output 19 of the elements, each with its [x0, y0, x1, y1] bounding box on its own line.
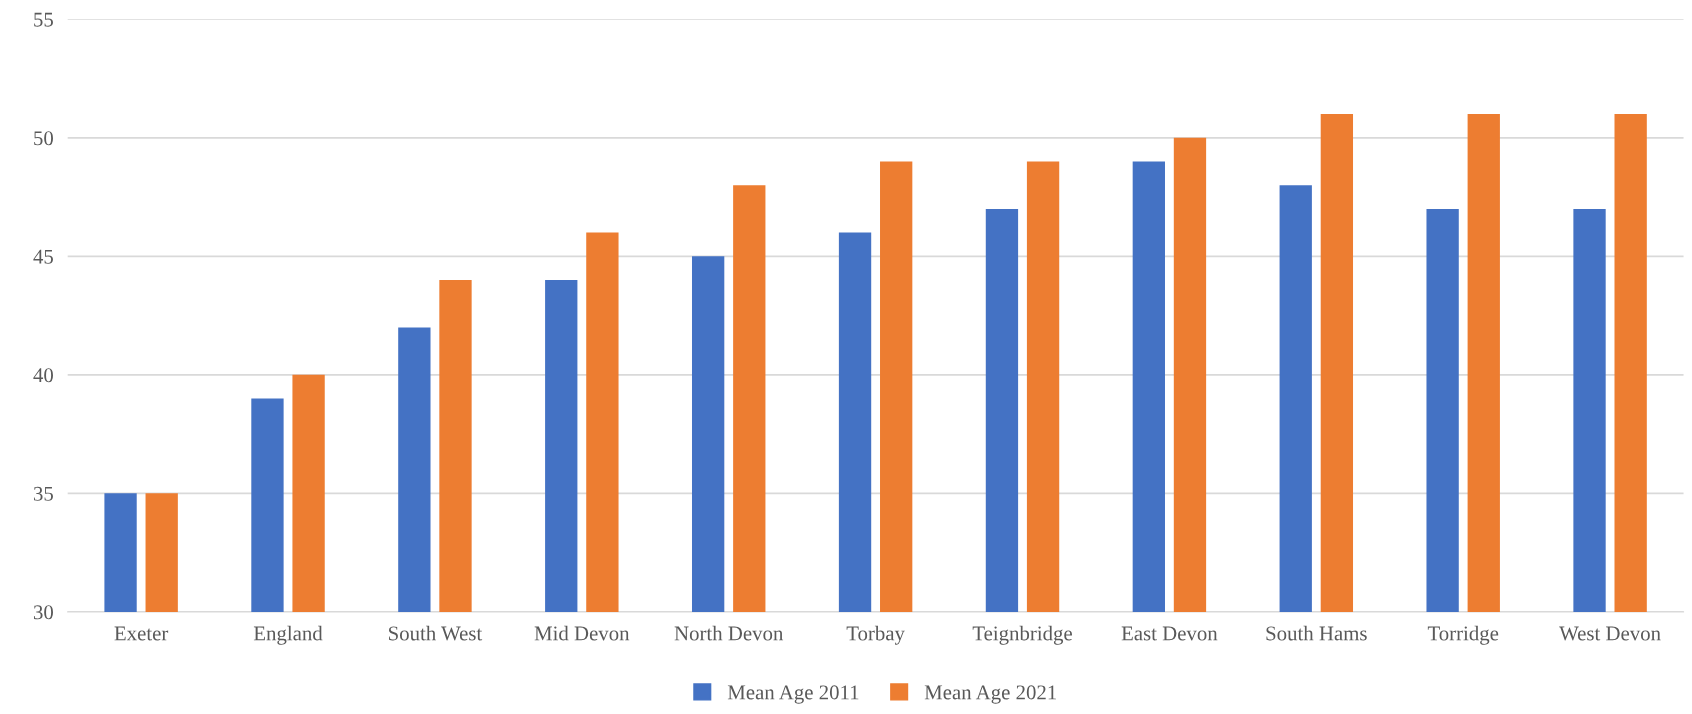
- x-tick-label: Teignbridge: [972, 625, 1072, 645]
- x-tick-label: North Devon: [674, 625, 784, 641]
- x-tick-label: West Devon: [1559, 626, 1661, 641]
- x-tick-label: Mid Devon: [534, 625, 630, 641]
- legend-label: Mean Age 2011: [727, 685, 859, 704]
- y-tick-label: 30: [33, 605, 53, 620]
- y-tick-label: 40: [33, 368, 53, 383]
- x-tick-label: Torbay: [846, 625, 905, 645]
- legend-label: Mean Age 2021: [924, 685, 1057, 704]
- x-tick-label: South West: [389, 625, 483, 641]
- x-tick-label: Torridge: [1427, 625, 1499, 645]
- y-tick-label: 50: [34, 131, 53, 146]
- y-tick-label: 55: [34, 12, 53, 27]
- x-tick-label: Exeter: [114, 626, 169, 641]
- x-tick-label: South Hams: [1266, 625, 1367, 641]
- x-tick-label: East Devon: [1121, 626, 1218, 641]
- y-tick-label: 45: [33, 249, 53, 264]
- y-tick-label: 35: [33, 486, 53, 501]
- x-tick-label: England: [253, 625, 323, 645]
